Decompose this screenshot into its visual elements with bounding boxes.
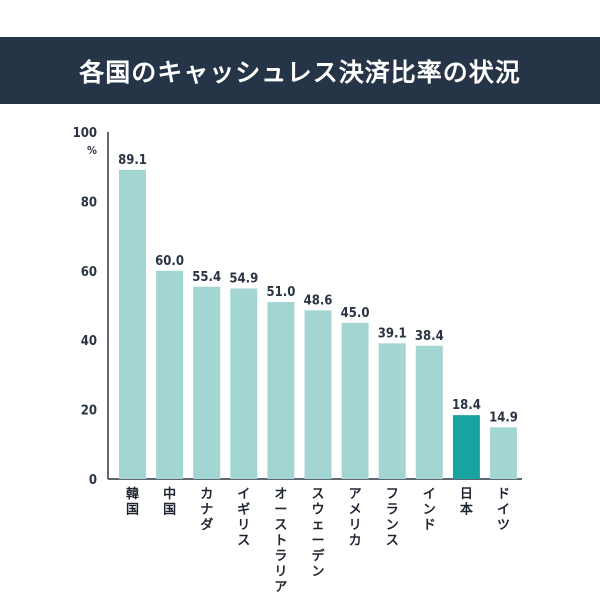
value-labels: 89.1 60.0 55.4 54.9 51.0 48.6 45.0 39.1 38.4 18.4… bbox=[118, 153, 518, 425]
value-label: 38.4 bbox=[415, 329, 444, 344]
y-tick-label: 80 bbox=[81, 195, 97, 210]
bar bbox=[267, 302, 295, 479]
chart-title: 各国のキャッシュレス決済比率の状況 bbox=[79, 57, 521, 87]
category-label: フランス bbox=[386, 487, 399, 549]
category-label: インド bbox=[423, 487, 436, 533]
bar bbox=[156, 270, 184, 479]
value-label: 89.1 bbox=[118, 153, 147, 168]
y-unit-label: % bbox=[87, 144, 97, 157]
bar bbox=[230, 288, 258, 479]
category-label: イギリス bbox=[237, 487, 250, 549]
bar bbox=[415, 345, 443, 479]
y-axis-ticks: 0 20 40 60 80 100% bbox=[73, 126, 97, 488]
value-label: 14.9 bbox=[489, 410, 518, 425]
y-tick-label: 100 bbox=[73, 126, 97, 141]
category-label: ドイツ bbox=[497, 487, 510, 533]
bar bbox=[304, 310, 332, 479]
category-label: オーストラリア bbox=[274, 487, 287, 595]
bar bbox=[490, 427, 517, 479]
category-label: カナダ bbox=[200, 487, 213, 533]
category-label: 韓国 bbox=[126, 486, 139, 518]
bar bbox=[378, 343, 406, 479]
y-tick-label: 0 bbox=[89, 473, 97, 488]
value-label: 55.4 bbox=[192, 270, 221, 285]
y-tick-label: 60 bbox=[81, 265, 97, 280]
bar bbox=[341, 322, 369, 479]
bar bbox=[452, 415, 480, 479]
category-label: アメリカ bbox=[349, 487, 362, 549]
bar bbox=[119, 169, 146, 479]
value-label: 39.1 bbox=[378, 326, 407, 341]
value-label: 51.0 bbox=[266, 285, 295, 300]
title-banner: 各国のキャッシュレス決済比率の状況 bbox=[0, 37, 600, 104]
y-tick-label: 40 bbox=[81, 334, 97, 349]
value-label: 48.6 bbox=[304, 293, 333, 308]
value-label: 54.9 bbox=[229, 271, 258, 286]
value-label: 60.0 bbox=[155, 254, 184, 269]
value-label: 45.0 bbox=[341, 306, 370, 321]
bar bbox=[193, 286, 221, 479]
y-tick-label: 20 bbox=[81, 404, 97, 419]
category-label: スウェーデン bbox=[311, 487, 325, 580]
bars bbox=[119, 169, 517, 479]
category-label: 日本 bbox=[460, 487, 473, 518]
category-label: 中国 bbox=[163, 486, 176, 518]
value-label: 18.4 bbox=[452, 398, 481, 413]
